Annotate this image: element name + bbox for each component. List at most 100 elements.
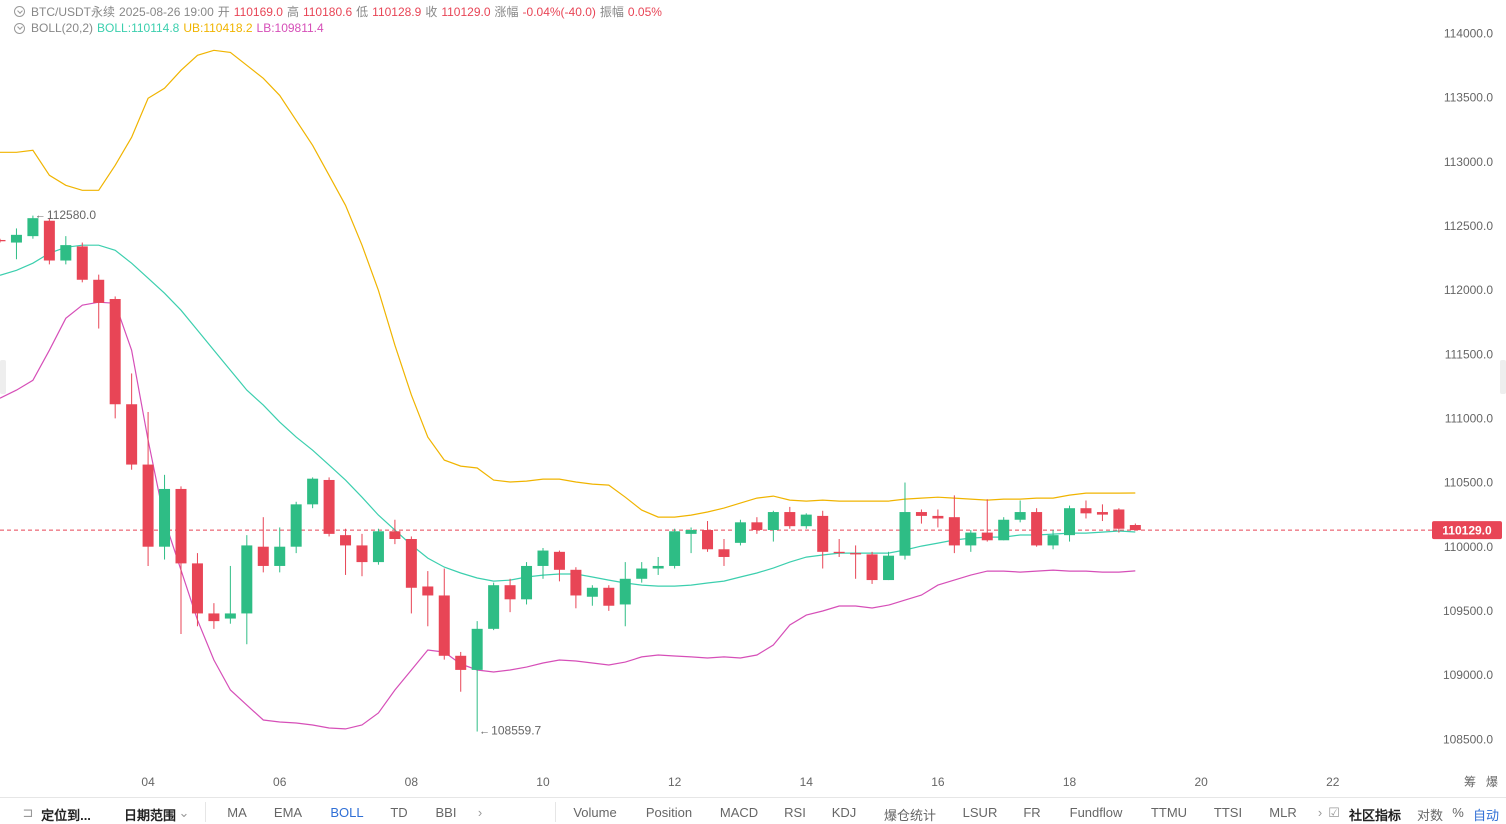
side-tab[interactable] [0, 360, 6, 394]
candle-body [586, 587, 598, 597]
value: -0.04%(-40.0) [522, 4, 596, 19]
toolbar-item[interactable]: MACD [719, 805, 759, 820]
candle-body [553, 551, 565, 570]
toolbar-item[interactable]: 日期范围 [123, 808, 177, 823]
candle-body [1113, 509, 1125, 529]
candle-body [685, 530, 697, 534]
candle-body [1014, 512, 1026, 520]
candle-body [257, 546, 269, 566]
x-tick-label: 16 [931, 775, 945, 789]
toolbar-item[interactable]: % [1452, 805, 1464, 820]
y-tick-label: 113000.0 [1444, 155, 1493, 169]
candle-body [833, 551, 845, 554]
toolbar-item[interactable]: Volume [573, 805, 617, 820]
toolbar-item[interactable]: Fundflow [1069, 805, 1123, 820]
x-tick-label: 08 [405, 775, 419, 789]
x-tick-label: 04 [141, 775, 155, 789]
candle-body [751, 522, 763, 531]
chevron[interactable]: ☑ [1328, 805, 1340, 820]
legend: BOLL(20,2) BOLL:110114.8 UB:110418.2 LB:10… [14, 21, 324, 35]
annotation-label: 108559.7 [491, 724, 541, 738]
y-tick-label: 109500.0 [1443, 604, 1493, 618]
candle-body [10, 234, 22, 243]
toolbar-item[interactable]: BOLL [330, 805, 364, 820]
candle-body [422, 586, 434, 596]
x-tick-label: 20 [1194, 775, 1208, 789]
chevron[interactable]: › [1317, 805, 1323, 820]
candle-body [1064, 508, 1076, 536]
candle-body [537, 550, 549, 566]
chevron[interactable]: ⌄ [178, 805, 190, 820]
toolbar-item[interactable]: MLR [1269, 805, 1297, 820]
candle-body [43, 220, 55, 261]
candle-body [652, 565, 664, 569]
candle-body [948, 517, 960, 546]
candle-body [438, 595, 450, 656]
candle-body [932, 515, 944, 519]
candle-body [290, 504, 302, 547]
chevron[interactable]: › [477, 805, 483, 820]
y-tick-label: 112500.0 [1444, 219, 1493, 233]
toolbar-item[interactable]: 自动 [1472, 808, 1500, 823]
toolbar-item[interactable]: MA [227, 805, 247, 820]
y-tick-label: 113500.0 [1444, 91, 1493, 105]
toolbar-item[interactable]: FR [1023, 805, 1041, 820]
candle-body [93, 279, 105, 303]
candle-body [603, 587, 615, 606]
candle-body [570, 569, 582, 596]
toolbar-item[interactable]: TTSI [1213, 805, 1243, 820]
candle-body [241, 545, 253, 614]
toolbar-item[interactable]: TTMU [1150, 805, 1188, 820]
toolbar-item[interactable]: BBI [435, 805, 457, 820]
icon[interactable] [14, 22, 25, 34]
separator [555, 802, 556, 822]
corner-button[interactable]: 筹 [1464, 775, 1476, 789]
candle-body [27, 218, 39, 237]
x-tick-label: 22 [1326, 775, 1340, 789]
toolbar-item[interactable]: TD [390, 805, 408, 820]
x-tick-label: 18 [1063, 775, 1077, 789]
candle-body [356, 545, 368, 563]
candle-body [1129, 525, 1141, 531]
candle-body [767, 512, 779, 531]
chevron[interactable]: ⊐ [22, 805, 34, 820]
toolbar-item[interactable]: LSUR [962, 805, 998, 820]
y-tick-label: 110500.0 [1444, 476, 1493, 490]
candle-body [817, 515, 829, 552]
toolbar-item[interactable]: 爆仓统计 [883, 808, 937, 823]
candle-body [340, 535, 352, 546]
y-tick-label: 111000.0 [1445, 412, 1494, 426]
y-tick-label: 112000.0 [1444, 283, 1493, 297]
candle-body [159, 488, 171, 547]
candle-body [471, 628, 483, 670]
candle-body [405, 539, 417, 588]
candle-body [1031, 512, 1043, 546]
toolbar-item[interactable]: RSI [784, 805, 806, 820]
toolbar-item[interactable]: 对数 [1416, 808, 1444, 823]
candle-body [899, 512, 911, 556]
label: 低 [356, 5, 369, 19]
last-price-label: 110129.0 [1442, 523, 1492, 537]
value: 110169.0 [233, 4, 283, 19]
toolbar-item[interactable]: Position [645, 805, 693, 820]
side-tab[interactable] [1500, 360, 1506, 394]
toolbar: ⊐ 定位到... 日期范围 ⌄ MA EMA BOLL TD BBI › Volume Positio… [0, 797, 1506, 824]
candle-body [224, 613, 236, 619]
candle-body [981, 532, 993, 541]
symbol: BTC/USDT永续 [31, 5, 116, 19]
annotation-arrow: ← [35, 210, 46, 222]
value: 0.05% [627, 4, 662, 19]
time: 2025-08-26 19:00 [119, 4, 214, 19]
candle-body [208, 613, 220, 622]
toolbar-item[interactable]: KDJ [831, 805, 857, 820]
candle-body [619, 578, 631, 605]
icon[interactable] [14, 6, 25, 17]
candle-body [1080, 508, 1092, 514]
corner-button[interactable]: 爆 [1486, 775, 1498, 789]
toolbar-item[interactable]: 定位到... [41, 808, 91, 823]
toolbar-item[interactable]: EMA [273, 805, 303, 820]
candle-body [389, 531, 401, 539]
candle-body [175, 488, 187, 564]
toolbar-item[interactable]: 社区指标 [1348, 808, 1402, 823]
